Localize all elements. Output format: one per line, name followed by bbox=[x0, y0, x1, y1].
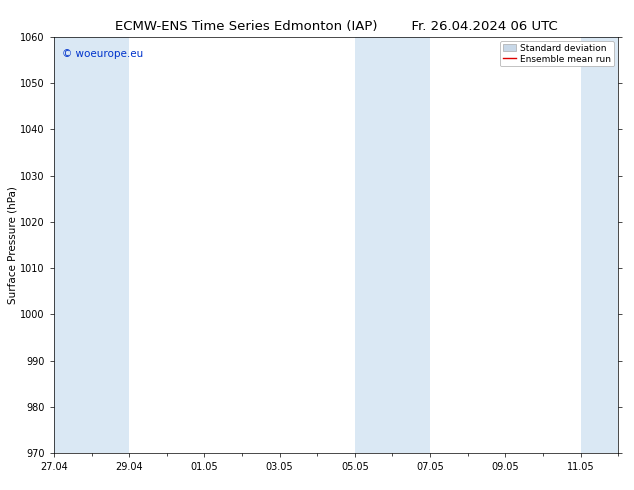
Text: © woeurope.eu: © woeurope.eu bbox=[62, 49, 144, 59]
Bar bbox=[91, 37, 129, 453]
Title: ECMW-ENS Time Series Edmonton (IAP)        Fr. 26.04.2024 06 UTC: ECMW-ENS Time Series Edmonton (IAP) Fr. … bbox=[115, 20, 557, 33]
Bar bbox=[54, 37, 91, 453]
Legend: Standard deviation, Ensemble mean run: Standard deviation, Ensemble mean run bbox=[500, 41, 614, 67]
Bar bbox=[581, 37, 618, 453]
Bar bbox=[355, 37, 392, 453]
Bar bbox=[392, 37, 430, 453]
Y-axis label: Surface Pressure (hPa): Surface Pressure (hPa) bbox=[8, 186, 18, 304]
